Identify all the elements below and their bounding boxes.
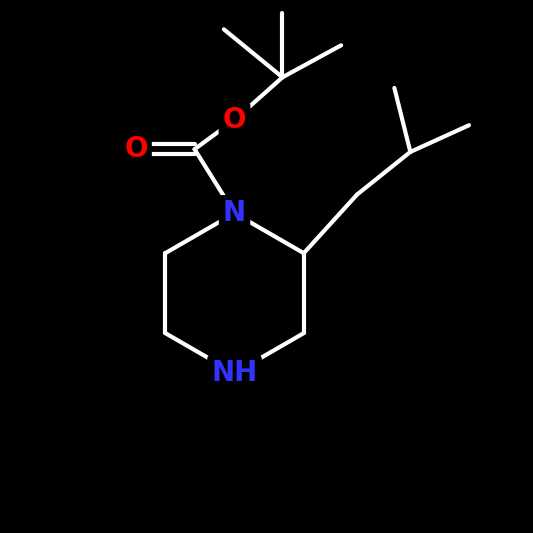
Text: O: O [223, 106, 246, 134]
Text: O: O [124, 135, 148, 163]
Text: N: N [223, 199, 246, 227]
Text: NH: NH [212, 359, 257, 387]
